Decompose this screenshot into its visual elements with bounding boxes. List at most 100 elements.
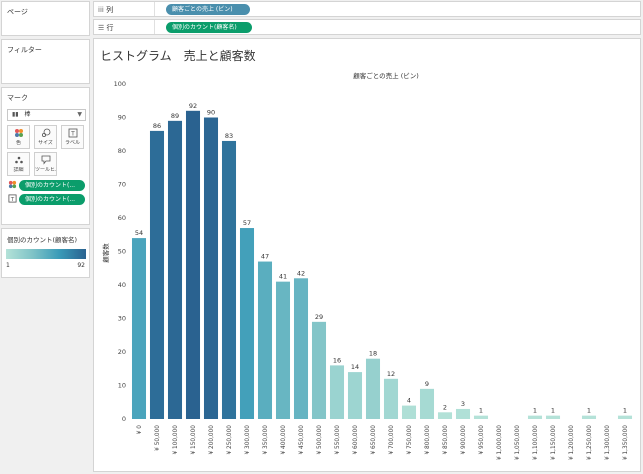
x-tick-label: ¥ 1,250,000 [587,425,593,460]
filters-pane[interactable]: フィルター [1,39,90,84]
color-button[interactable]: 色 [7,125,30,149]
color-icon [8,128,29,140]
bar-value-label: 9 [425,380,429,388]
bar-value-label: 90 [207,109,215,117]
y-tick-label: 20 [118,348,126,356]
pages-pane: ページ [1,1,90,36]
histogram-bar[interactable] [347,372,363,419]
bar-value-label: 12 [387,370,395,378]
color-label: 色 [15,140,21,146]
color-legend: 個別のカウント(顧客名) 1 92 [1,228,90,278]
x-tick-label: ¥ 750,000 [407,425,413,455]
bar-value-label: 29 [315,313,323,321]
histogram-bar[interactable] [617,415,633,419]
x-tick-label: ¥ 150,000 [191,425,197,455]
histogram-bar[interactable] [185,110,201,420]
x-tick-label: ¥ 900,000 [461,425,467,455]
histogram-bar[interactable] [149,130,165,419]
bar-value-label: 83 [225,132,233,140]
x-tick-label: ¥ 200,000 [209,425,215,455]
bar-value-label: 41 [279,273,287,281]
tooltip-button[interactable]: ツールヒ... [34,152,57,176]
detail-label: 詳細 [13,167,24,173]
histogram-bar[interactable] [437,412,453,419]
size-button[interactable]: サイズ [34,125,57,149]
legend-title: 個別のカウント(顧客名) [7,236,78,244]
x-tick-label: ¥ 1,300,000 [605,425,611,460]
x-tick-label: ¥ 1,150,000 [551,425,557,460]
y-tick-label: 30 [118,315,126,323]
y-tick-label: 50 [118,248,126,256]
histogram-bar[interactable] [203,117,219,420]
histogram-bar[interactable] [545,415,561,419]
rows-icon: ☰ [98,24,105,32]
histogram-bar[interactable] [131,238,147,419]
x-tick-label: ¥ 400,000 [281,425,287,455]
histogram-bar[interactable] [257,261,273,419]
histogram-bar[interactable] [419,388,435,419]
histogram-bar[interactable] [401,405,417,419]
shelf-divider [154,2,155,16]
x-tick-label: ¥ 1,350,000 [623,425,629,460]
bar-value-label: 18 [369,350,377,358]
histogram-bar[interactable] [581,415,597,419]
x-tick-label: ¥ 600,000 [353,425,359,455]
histogram-bar[interactable] [365,358,381,419]
columns-shelf[interactable]: iii 列 顧客ごとの売上 (ビン) [93,1,641,17]
y-tick-label: 80 [118,147,126,155]
y-tick-label: 60 [118,214,126,222]
histogram-bar[interactable] [383,378,399,419]
svg-text:T: T [10,197,15,203]
bar-value-label: 1 [551,407,555,415]
x-tick-label: ¥ 50,000 [155,425,161,451]
worksheet-view: ヒストグラム 売上と顧客数 顧客ごとの売上 (ビン) 顧客数 0 10 20 30 40… [93,38,641,472]
y-tick-label: 10 [118,382,126,390]
histogram-bar[interactable] [275,281,291,419]
rows-shelf[interactable]: ☰ 行 個別のカウント(顧客名) [93,19,641,35]
x-tick-label: ¥ 800,000 [425,425,431,455]
legend-color-ramp [6,249,86,259]
x-tick-label: ¥ 300,000 [245,425,251,455]
y-tick-label: 100 [114,80,126,88]
mark-type-label: 棒 [24,111,31,118]
y-tick-label: 40 [118,281,126,289]
y-axis-label: 顧客数 [101,243,110,263]
bar-value-label: 57 [243,219,251,227]
histogram-bar[interactable] [527,415,543,419]
worksheet-title: ヒストグラム 売上と顧客数 [100,49,256,63]
detail-button[interactable]: 詳細 [7,152,30,176]
histogram-bar[interactable] [293,278,309,419]
label-field-pill[interactable]: 個別のカウント(... [19,194,85,205]
histogram-bar[interactable] [221,140,237,419]
label-box-icon: T [8,194,17,206]
x-tick-label: ¥ 550,000 [335,425,341,455]
bar-value-label: 14 [351,363,359,371]
color-field-pill[interactable]: 個別のカウント(... [19,180,85,191]
histogram-bar[interactable] [455,408,471,419]
x-tick-label: ¥ 100,000 [173,425,179,455]
text-label-icon: T [62,128,83,140]
size-label: サイズ [38,140,53,146]
histogram-bar[interactable] [167,120,183,419]
bar-value-label: 1 [623,407,627,415]
columns-pill[interactable]: 顧客ごとの売上 (ビン) [166,4,250,15]
histogram-bar[interactable] [329,365,345,419]
histogram-bar[interactable] [473,415,489,419]
x-tick-label: ¥ 1,100,000 [533,425,539,460]
marks-pane: マーク ▮▮ 棒 ▼ 色 サイズ T ラベル 詳細 ツールヒ... [1,87,90,225]
filters-title: フィルター [7,46,42,54]
x-tick-label: ¥ 1,200,000 [569,425,575,460]
histogram-bar[interactable] [239,228,255,419]
x-tick-label: ¥ 450,000 [299,425,305,455]
legend-max: 92 [77,262,85,269]
rows-shelf-label: ☰ 行 [98,24,114,32]
rows-pill[interactable]: 個別のカウント(顧客名) [166,22,252,33]
mark-type-dropdown[interactable]: ▮▮ 棒 ▼ [7,109,86,121]
tooltip-icon [35,155,56,167]
detail-icon [8,155,29,167]
x-axis: ¥ 0 ¥ 50,000 ¥ 100,000 ¥ 150,000 ¥ 200,000 ¥ … [137,425,629,460]
histogram-bar[interactable] [311,321,327,419]
label-button[interactable]: T ラベル [61,125,84,149]
bar-value-label: 54 [135,229,143,237]
